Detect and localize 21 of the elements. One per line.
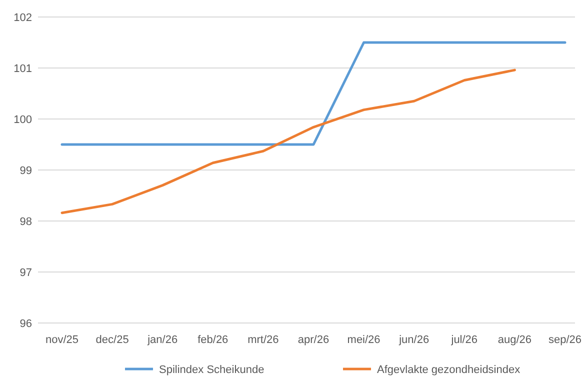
y-tick-label: 102 xyxy=(14,12,32,24)
y-tick-label: 96 xyxy=(20,318,32,330)
x-tick-label: dec/25 xyxy=(96,334,129,346)
line-series xyxy=(60,68,516,214)
x-tick-label: jun/26 xyxy=(398,334,430,346)
y-tick-label: 101 xyxy=(14,62,32,75)
x-tick-label: nov/25 xyxy=(45,334,79,346)
legend-label: Spilindex Scheikunde xyxy=(159,364,264,376)
legend-label: Afgevlakte gezondheidsindex xyxy=(377,364,521,376)
x-tick-label: jul/26 xyxy=(450,334,478,346)
x-tick-label: feb/26 xyxy=(198,334,228,346)
y-tick-label: 97 xyxy=(20,266,32,279)
x-tick-label: jan/26 xyxy=(146,334,178,346)
x-tick-label: aug/26 xyxy=(498,334,532,346)
x-tick-label: mrt/26 xyxy=(248,334,279,346)
y-tick-label: 100 xyxy=(14,114,32,126)
y-tick-label: 98 xyxy=(20,216,32,228)
y-tick-label: 99 xyxy=(20,164,32,177)
x-tick-label: mei/26 xyxy=(347,334,380,346)
x-tick-label: sep/26 xyxy=(548,334,582,346)
x-tick-label: apr/26 xyxy=(298,334,330,346)
